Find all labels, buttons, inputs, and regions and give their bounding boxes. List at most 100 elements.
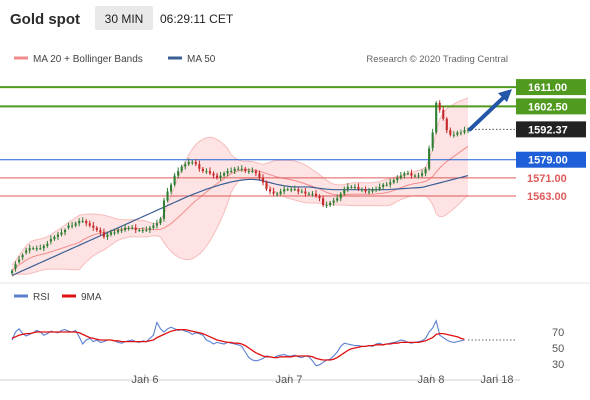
candle-body <box>378 186 381 190</box>
candle-body <box>261 177 265 183</box>
candle-body <box>212 173 215 176</box>
chart-title: Gold spot <box>10 11 80 28</box>
x-tick-label-jan-6: Jan 6 <box>132 374 159 386</box>
candlesticks <box>10 100 470 276</box>
candle-body <box>21 255 24 258</box>
candle-body <box>438 102 441 110</box>
level-label-box-1611-00 <box>516 79 586 96</box>
candle-body <box>311 193 314 195</box>
legend-rsi-label: RSI <box>33 292 50 303</box>
candle-body <box>173 175 176 185</box>
level-label-box-1602-50 <box>516 98 586 115</box>
candle-body <box>219 175 222 178</box>
candle-body <box>159 218 162 224</box>
candle-body <box>32 248 35 250</box>
candle-body <box>116 230 120 233</box>
x-tick-label-jan-8: Jan 8 <box>418 374 445 386</box>
candle-body <box>420 173 424 176</box>
candle-body <box>456 132 459 135</box>
candle-body <box>399 175 402 178</box>
ma50-line <box>11 175 469 277</box>
candle-body <box>237 168 240 170</box>
candle-body <box>336 198 339 201</box>
ma20-line <box>11 145 469 272</box>
candle-body <box>428 148 431 169</box>
forecast-arrow <box>468 89 512 132</box>
candle-body <box>463 130 466 133</box>
candle-body <box>152 225 155 228</box>
candle-body <box>389 182 392 185</box>
candle-body <box>435 102 438 133</box>
candle-body <box>148 227 151 231</box>
candle-body <box>124 227 127 231</box>
candle-body <box>74 223 77 226</box>
candle-body <box>325 205 328 207</box>
candle-body <box>247 171 250 173</box>
candle-body <box>35 248 38 250</box>
candle-body <box>78 220 81 224</box>
candle-body <box>25 250 28 253</box>
candle-body <box>314 193 318 197</box>
candle-body <box>92 225 95 228</box>
timeframe-label: 30 MIN <box>105 12 144 26</box>
candle-body <box>332 200 335 203</box>
candle-body <box>120 230 123 232</box>
candle-body <box>10 270 14 274</box>
candle-body <box>191 161 194 163</box>
candle-body <box>166 191 169 201</box>
candle-body <box>177 171 180 176</box>
level-label-box-1579-00 <box>516 151 586 168</box>
candle-body <box>134 227 137 231</box>
candle-body <box>42 245 45 249</box>
candle-body <box>102 232 105 237</box>
candle-body <box>170 184 173 192</box>
level-label-1602-50: 1602.50 <box>528 101 568 113</box>
candle-body <box>127 227 130 229</box>
candle-body <box>286 189 289 191</box>
candle-body <box>131 227 134 229</box>
level-label-1571-00: 1571.00 <box>527 173 567 185</box>
candle-body <box>392 180 395 183</box>
candle-body <box>322 198 325 206</box>
candle-body <box>279 191 282 194</box>
timeframe-selector[interactable] <box>95 6 153 30</box>
candle-body <box>424 168 427 174</box>
rsi-9ma-line <box>11 328 465 361</box>
candle-body <box>382 184 385 187</box>
candle-body <box>417 175 420 177</box>
ma50-path <box>11 175 469 277</box>
level-label-1563-00: 1563.00 <box>527 191 567 203</box>
candle-body <box>431 132 434 149</box>
level-label-1592-37: 1592.37 <box>528 124 568 136</box>
candle-body <box>251 171 254 173</box>
legend-9ma-label: 9MA <box>81 292 102 303</box>
candle-body <box>230 171 233 173</box>
candle-body <box>205 171 208 173</box>
timestamp: 06:29:11 CET <box>160 12 234 26</box>
candle-body <box>343 189 346 194</box>
candle-body <box>208 171 212 174</box>
level-label-1611-00: 1611.00 <box>528 82 567 94</box>
candle-body <box>449 130 452 135</box>
candle-body <box>18 259 21 262</box>
candle-body <box>85 220 88 224</box>
level-label-1579-00: 1579.00 <box>528 155 568 167</box>
candle-body <box>28 248 31 251</box>
candle-body <box>452 134 455 136</box>
candle-body <box>459 132 462 134</box>
candle-body <box>293 189 296 191</box>
candle-body <box>304 191 307 194</box>
legend-ma50-label: MA 50 <box>187 54 216 65</box>
candle-body <box>46 243 49 246</box>
candle-body <box>396 177 399 181</box>
candle-body <box>198 164 201 169</box>
candle-body <box>180 166 183 172</box>
candle-body <box>297 189 300 192</box>
x-tick-label-jan-18: Jan 18 <box>480 374 513 386</box>
candle-body <box>187 161 190 165</box>
candle-body <box>346 186 349 190</box>
candle-body <box>201 168 204 172</box>
candle-body <box>290 189 293 191</box>
candle-body <box>81 220 84 222</box>
candle-body <box>226 171 229 174</box>
